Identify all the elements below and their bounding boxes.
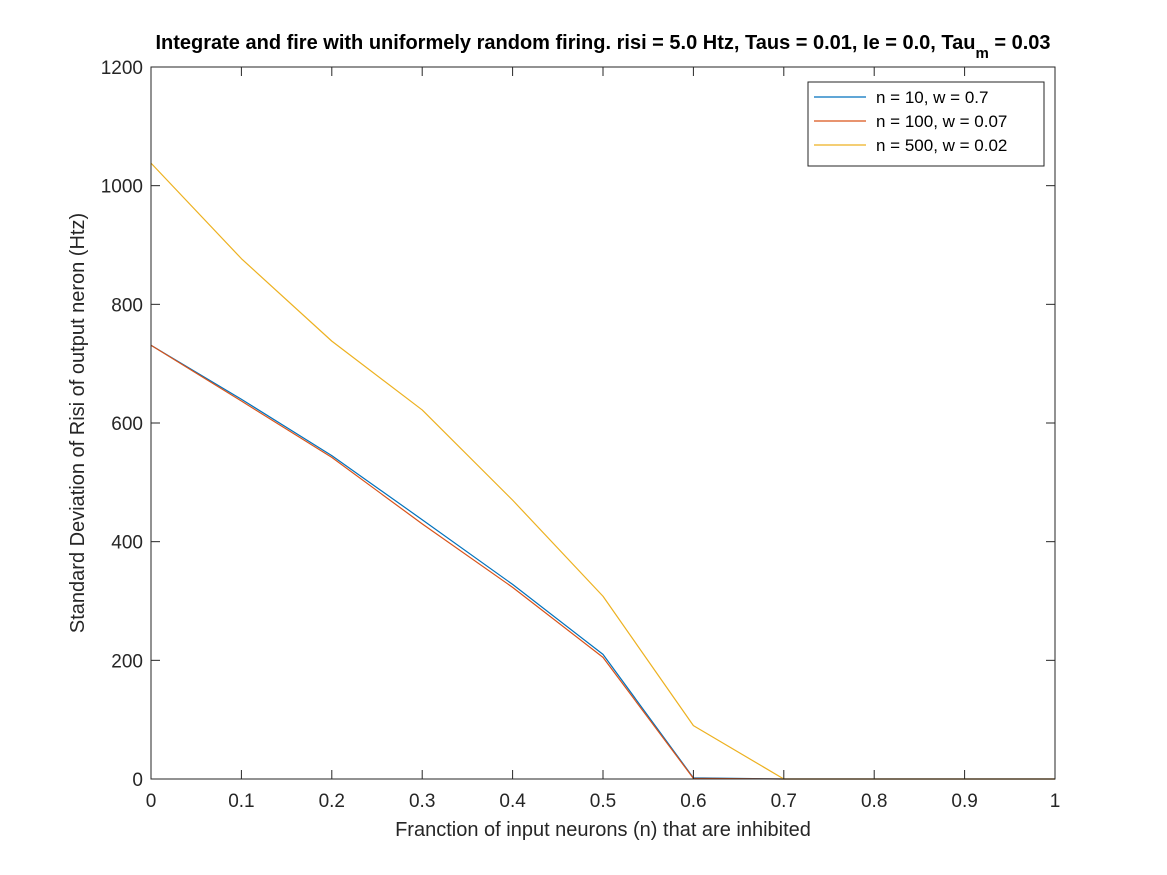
x-tick-label: 0.6 bbox=[680, 791, 706, 812]
plot-area bbox=[151, 67, 1055, 779]
x-tick-label: 1 bbox=[1050, 791, 1061, 812]
x-axis-label: Franction of input neurons (n) that are … bbox=[395, 819, 811, 841]
y-tick-label: 0 bbox=[132, 770, 143, 791]
y-tick-label: 1000 bbox=[101, 177, 143, 198]
legend-label-3: n = 500, w = 0.02 bbox=[876, 136, 1007, 155]
chart-title-main: Integrate and fire with uniformely rando… bbox=[155, 32, 975, 54]
x-tick-label: 0.5 bbox=[590, 791, 616, 812]
chart-title-suffix: = 0.03 bbox=[989, 32, 1051, 54]
x-tick-label: 0.4 bbox=[499, 791, 526, 812]
legend: n = 10, w = 0.7 n = 100, w = 0.07 n = 500,… bbox=[807, 81, 1045, 167]
chart-title-subscript: m bbox=[975, 45, 988, 62]
y-tick-label: 200 bbox=[111, 651, 143, 672]
x-tick-label: 0.8 bbox=[861, 791, 887, 812]
y-tick-label: 400 bbox=[111, 533, 143, 554]
y-axis-label: Standard Deviation of Risi of output ner… bbox=[67, 213, 89, 633]
y-tick-label: 800 bbox=[111, 295, 143, 316]
legend-label-1: n = 10, w = 0.7 bbox=[876, 88, 988, 107]
y-tick-label: 1200 bbox=[101, 58, 143, 79]
x-tick-label: 0 bbox=[146, 791, 157, 812]
y-tick-label: 600 bbox=[111, 414, 143, 435]
x-tick-label: 0.3 bbox=[409, 791, 435, 812]
ticks-layer: 0 0.1 0.2 0.3 0.4 0.5 0.6 0.7 0.8 0.9 1 0 200 400 600 8… bbox=[101, 58, 1061, 812]
legend-box bbox=[807, 81, 1045, 167]
chart-title: Integrate and fire with uniformely rando… bbox=[155, 32, 1050, 62]
x-tick-label: 0.2 bbox=[319, 791, 345, 812]
x-tick-label: 0.1 bbox=[228, 791, 254, 812]
x-tick-label: 0.9 bbox=[951, 791, 977, 812]
x-tick-label: 0.7 bbox=[771, 791, 797, 812]
legend-label-2: n = 100, w = 0.07 bbox=[876, 112, 1007, 131]
